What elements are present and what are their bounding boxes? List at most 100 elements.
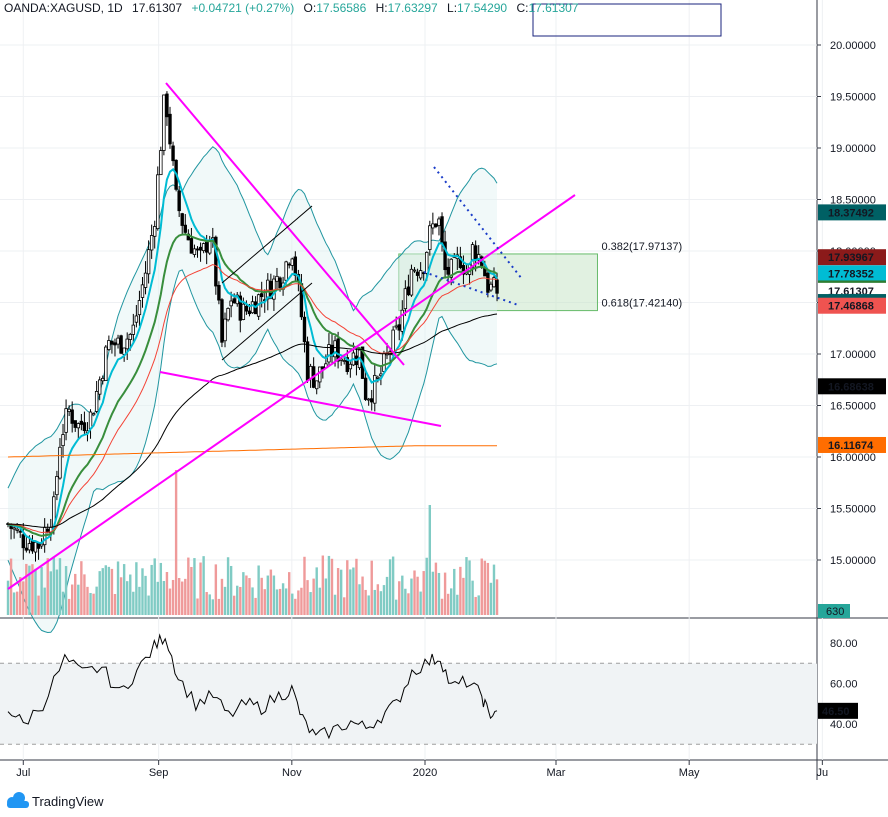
time-axis[interactable]: Jul Sep Nov 2020 Mar May Ju (16, 760, 828, 779)
volume-bar (46, 558, 49, 615)
volume-bar (333, 594, 337, 615)
volume-bar (327, 555, 331, 615)
candle-body (278, 277, 282, 289)
candle-body (125, 338, 129, 350)
candle-body (217, 284, 221, 301)
volume-bar (416, 576, 419, 615)
volume-bar (425, 557, 428, 615)
candle-body (394, 325, 398, 328)
rsi-tick-label: 40.00 (830, 719, 858, 731)
volume-bar (281, 583, 285, 615)
candle-body (198, 246, 203, 251)
volume-bar (80, 561, 83, 615)
lower-trendline[interactable] (159, 371, 442, 427)
volume-bar (34, 568, 37, 615)
candle-body (67, 408, 71, 413)
dotted-support-line[interactable] (423, 271, 519, 306)
candle-body (128, 333, 132, 340)
volume-bar (312, 578, 315, 615)
volume-bar (37, 595, 40, 615)
volume-bar (272, 575, 276, 615)
candle-body (140, 284, 145, 298)
volume-bar (355, 558, 358, 615)
volume-bar (132, 591, 135, 615)
candle-body (97, 379, 102, 395)
sma-long-line (7, 445, 497, 458)
volume-bar (404, 588, 407, 615)
volume-bar (236, 585, 239, 615)
volume-bar (391, 556, 395, 615)
ascending-trendline[interactable] (7, 194, 576, 590)
candle-body (223, 318, 227, 342)
volume-bar (95, 586, 98, 615)
volume-bar (385, 576, 389, 615)
volume-bar (229, 565, 233, 615)
tradingview-logo[interactable]: TradingView (7, 792, 104, 809)
candle-body (232, 298, 236, 304)
volume-bar (398, 581, 401, 615)
candle-body (107, 340, 111, 350)
volume-bar (25, 563, 28, 615)
volume-bar (147, 595, 150, 615)
candle-body (434, 223, 438, 227)
price-tick-label: 16.00000 (830, 452, 876, 464)
price-axis[interactable]: 20.0000019.5000019.0000018.5000018.00000… (817, 40, 876, 618)
volume-bar (205, 592, 208, 615)
symbol-label: OANDA:XAGUSD, 1D (4, 1, 123, 15)
candle-body (238, 295, 242, 321)
volume-bar (6, 580, 10, 615)
trendline-drawings[interactable] (7, 82, 576, 590)
volume-bar (43, 587, 46, 615)
descending-trendline[interactable] (165, 82, 405, 366)
channel-upper-line[interactable] (221, 205, 313, 284)
volume-bar (245, 575, 248, 615)
low-label: L: (447, 1, 457, 15)
candle-body (473, 245, 478, 261)
volume-bar (468, 560, 471, 615)
volume-bar (358, 584, 361, 615)
volume-bar (208, 594, 211, 615)
candle-body (119, 335, 123, 354)
candle-body (116, 337, 120, 345)
time-tick-label: Nov (282, 767, 302, 779)
candle-body (363, 377, 368, 400)
volume-bar (49, 571, 52, 615)
volume-bar (275, 589, 279, 615)
candle-body (293, 256, 298, 276)
selection-box[interactable] (532, 3, 722, 37)
candle-body (275, 275, 279, 282)
candle-body (229, 300, 233, 307)
volume-bar (251, 587, 254, 615)
volume-bar (150, 564, 153, 615)
logo-text: TradingView (32, 794, 104, 809)
volume-bar (431, 571, 435, 615)
volume-bar (165, 571, 169, 615)
volume-bar (413, 570, 416, 615)
volume-bar (459, 566, 462, 615)
volume-bar (239, 586, 242, 615)
volume-bar (370, 560, 373, 615)
candle-body (168, 113, 172, 145)
volume-bar (126, 581, 129, 615)
candle-body (440, 216, 444, 244)
candle-body (431, 223, 435, 229)
volume-bar (58, 558, 62, 615)
volume-bar (101, 568, 104, 615)
volume-bar (196, 598, 199, 615)
candle-body (156, 174, 160, 230)
volume-bar (15, 591, 19, 615)
ema-mid-line (7, 233, 498, 537)
candle-body (446, 266, 450, 275)
rsi-current-label: 46.50 (822, 706, 850, 718)
cloud-icon (7, 792, 29, 808)
price-tick-label: 16.50000 (830, 401, 876, 413)
volume-bar (446, 593, 450, 615)
candle-body (15, 528, 19, 531)
volume-bar (376, 584, 380, 615)
fib-retracement[interactable]: 0.382(17.97137) 0.618(17.42140) (398, 241, 682, 312)
candle-body (315, 380, 319, 390)
price-level-label: 16.11674 (828, 440, 874, 452)
channel-lower-line[interactable] (221, 282, 313, 361)
volume-bar (70, 584, 74, 615)
